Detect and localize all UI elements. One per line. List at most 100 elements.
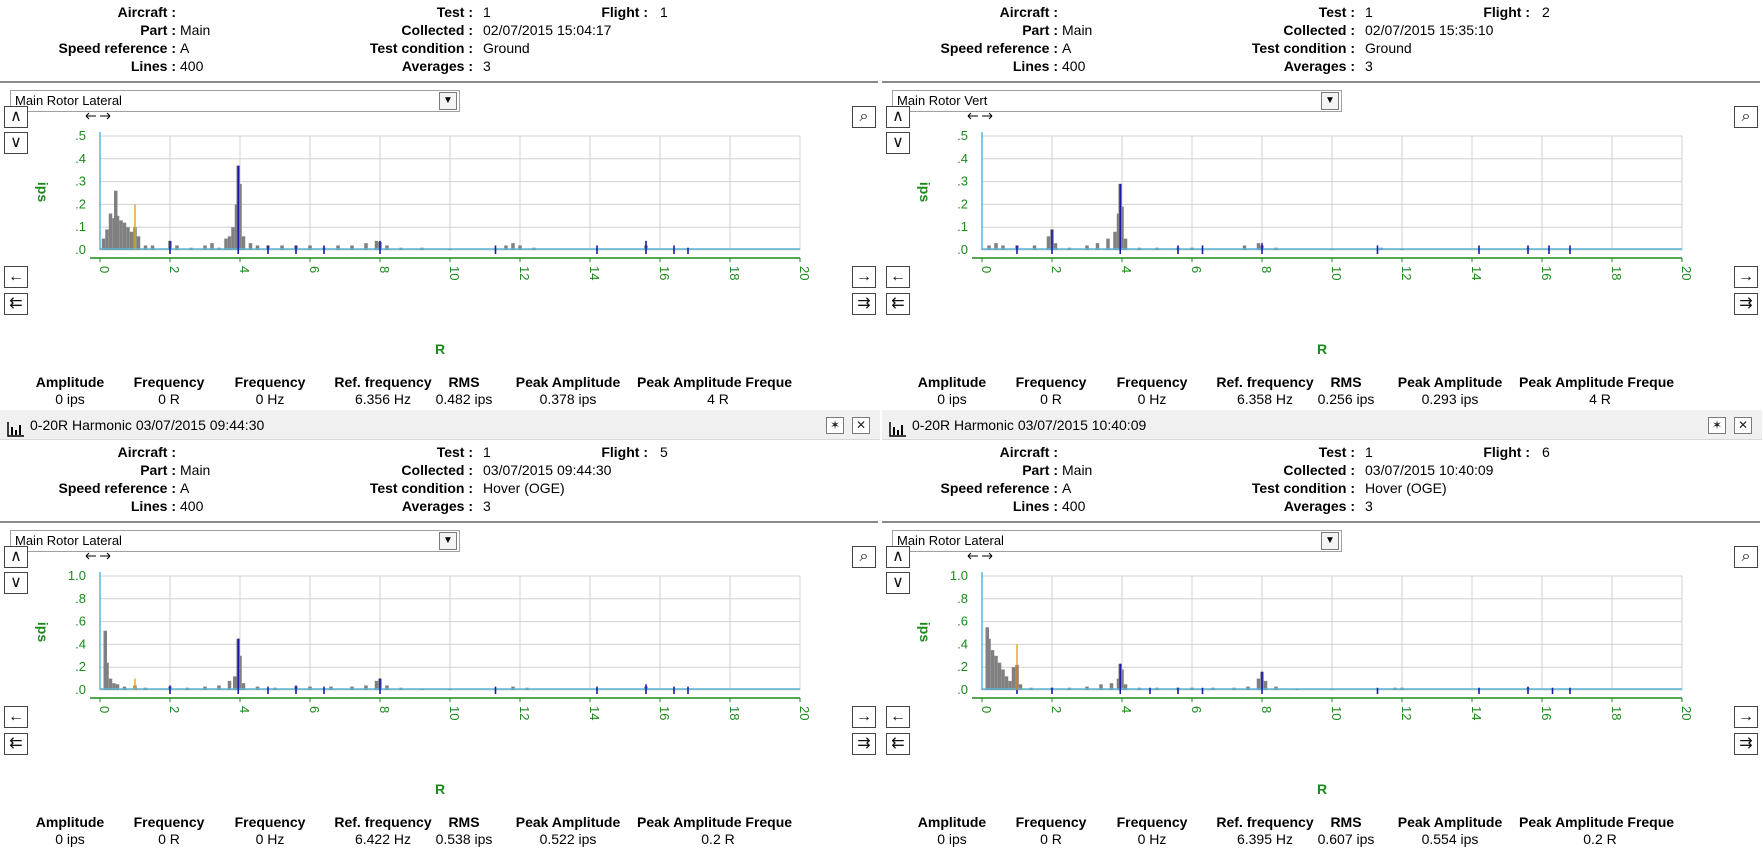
x-tick-label: 8 xyxy=(1259,706,1274,713)
pan-arrows-icon xyxy=(85,552,111,560)
spectrum-bar xyxy=(115,215,120,250)
pan-right-button[interactable]: → xyxy=(1734,706,1758,728)
info-label-lines: Lines : xyxy=(1012,498,1058,514)
x-tick-label: 2 xyxy=(167,706,182,713)
stat-header: Peak Amplitude Freque xyxy=(637,814,793,830)
spectrum-bar xyxy=(241,683,246,690)
scroll-up-button[interactable]: ∧ xyxy=(4,106,28,128)
info-label-aircraft: Aircraft : xyxy=(999,4,1058,20)
dropdown-arrow-icon[interactable]: ▼ xyxy=(439,532,457,550)
x-tick-label: 10 xyxy=(447,266,462,280)
stat-header: Frequency xyxy=(133,374,205,390)
x-tick-label: 8 xyxy=(1259,266,1274,273)
spectrum-bar xyxy=(1120,206,1124,250)
channel-select[interactable]: Main Rotor Lateral ▼ xyxy=(892,530,1342,552)
spectrum-bar xyxy=(108,213,113,250)
dropdown-arrow-icon[interactable]: ▼ xyxy=(1321,532,1339,550)
pin-panel-button[interactable]: ✶ xyxy=(826,417,844,434)
info-value-averages: 3 xyxy=(483,498,491,514)
pan-right-button[interactable]: → xyxy=(1734,266,1758,288)
spectrum-bar xyxy=(112,683,116,690)
channel-select[interactable]: Main Rotor Lateral ▼ xyxy=(10,90,460,112)
scroll-down-button[interactable]: ∨ xyxy=(886,132,910,154)
scroll-down-button[interactable]: ∨ xyxy=(886,572,910,594)
spectrum-bar xyxy=(1123,238,1128,250)
pan-arrows-icon xyxy=(967,552,993,560)
fast-forward-button[interactable]: ⇉ xyxy=(1734,293,1758,315)
rewind-button[interactable]: ⇇ xyxy=(886,293,910,315)
stat-header: Peak Amplitude xyxy=(515,814,621,830)
stat-header: Frequency xyxy=(234,814,306,830)
close-panel-button[interactable]: ✕ xyxy=(852,417,870,434)
spectrum-bar xyxy=(990,650,995,690)
spectrum-bar xyxy=(1095,243,1100,250)
scroll-down-button[interactable]: ∨ xyxy=(4,132,28,154)
zoom-button[interactable]: ⌕ xyxy=(1734,106,1758,128)
dropdown-arrow-icon[interactable]: ▼ xyxy=(439,92,457,110)
info-label-part: Part : xyxy=(140,22,176,38)
info-label-lines: Lines : xyxy=(130,58,176,74)
rewind-button[interactable]: ⇇ xyxy=(4,733,28,755)
stat-header: RMS xyxy=(448,374,480,390)
pan-right-button[interactable]: → xyxy=(852,266,876,288)
spectrum-bar xyxy=(374,240,379,250)
cursor-stats: Amplitude 0 ips Frequency 0 R Frequency 0 Hz R… xyxy=(0,812,880,852)
y-tick-label: .4 xyxy=(75,636,86,651)
x-axis-label: R xyxy=(1317,341,1327,357)
pan-left-button[interactable]: ← xyxy=(886,706,910,728)
spectrum-bar xyxy=(105,229,109,250)
info-label-speed-reference: Speed reference : xyxy=(940,40,1059,56)
y-tick-label: .1 xyxy=(75,219,86,234)
spectrum-bar xyxy=(108,678,113,690)
zoom-button[interactable]: ⌕ xyxy=(1734,546,1758,568)
channel-select[interactable]: Main Rotor Lateral ▼ xyxy=(10,530,460,552)
scroll-up-button[interactable]: ∧ xyxy=(886,546,910,568)
stat-value: 0 Hz xyxy=(1137,831,1167,847)
pan-left-button[interactable]: ← xyxy=(886,266,910,288)
dropdown-arrow-icon[interactable]: ▼ xyxy=(1321,92,1339,110)
info-value-collected: 03/07/2015 10:40:09 xyxy=(1365,462,1494,478)
info-label-lines: Lines : xyxy=(130,498,176,514)
spectrum-bar xyxy=(1085,245,1089,250)
channel-select[interactable]: Main Rotor Vert ▼ xyxy=(892,90,1342,112)
x-tick-label: 20 xyxy=(797,266,812,280)
info-value-speed-reference: A xyxy=(180,480,190,496)
scroll-up-button[interactable]: ∧ xyxy=(886,106,910,128)
info-value-flight: 5 xyxy=(660,444,668,460)
fast-forward-button[interactable]: ⇉ xyxy=(852,293,876,315)
pan-left-button[interactable]: ← xyxy=(4,266,28,288)
x-tick-label: 14 xyxy=(1469,266,1484,280)
scroll-up-button[interactable]: ∧ xyxy=(4,546,28,568)
harmonic-chart-icon xyxy=(889,417,907,437)
fast-forward-button[interactable]: ⇉ xyxy=(852,733,876,755)
rewind-button[interactable]: ⇇ xyxy=(4,293,28,315)
info-label-test-condition: Test condition : xyxy=(1251,480,1355,496)
stat-value: 0 R xyxy=(1040,831,1062,847)
info-value-collected: 03/07/2015 09:44:30 xyxy=(483,462,612,478)
info-label-test: Test : xyxy=(436,4,473,20)
spectrum-bar xyxy=(101,238,106,250)
spectrum-bar xyxy=(385,685,389,690)
x-tick-label: 2 xyxy=(1049,266,1064,273)
zoom-button[interactable]: ⌕ xyxy=(852,106,876,128)
pan-right-button[interactable]: → xyxy=(852,706,876,728)
fast-forward-button[interactable]: ⇉ xyxy=(1734,733,1758,755)
spectrum-panel-tl: Aircraft : Part : Main Speed reference : A Li… xyxy=(0,0,880,410)
spectrum-bar xyxy=(280,245,284,250)
stat-header: Frequency xyxy=(1116,374,1188,390)
channel-select-value: Main Rotor Lateral xyxy=(15,533,122,548)
scroll-down-button[interactable]: ∨ xyxy=(4,572,28,594)
spectrum-bar xyxy=(1242,245,1247,250)
stat-value: 0 ips xyxy=(55,831,85,847)
info-label-test-condition: Test condition : xyxy=(369,480,473,496)
close-panel-button[interactable]: ✕ xyxy=(1734,417,1752,434)
y-tick-label: .2 xyxy=(75,659,86,674)
pan-left-button[interactable]: ← xyxy=(4,706,28,728)
y-axis-label: ips xyxy=(917,622,933,642)
pin-panel-button[interactable]: ✶ xyxy=(1708,417,1726,434)
info-label-collected: Collected : xyxy=(401,462,473,478)
rewind-button[interactable]: ⇇ xyxy=(886,733,910,755)
y-tick-label: .8 xyxy=(957,591,968,606)
info-value-flight: 2 xyxy=(1542,4,1550,20)
zoom-button[interactable]: ⌕ xyxy=(852,546,876,568)
